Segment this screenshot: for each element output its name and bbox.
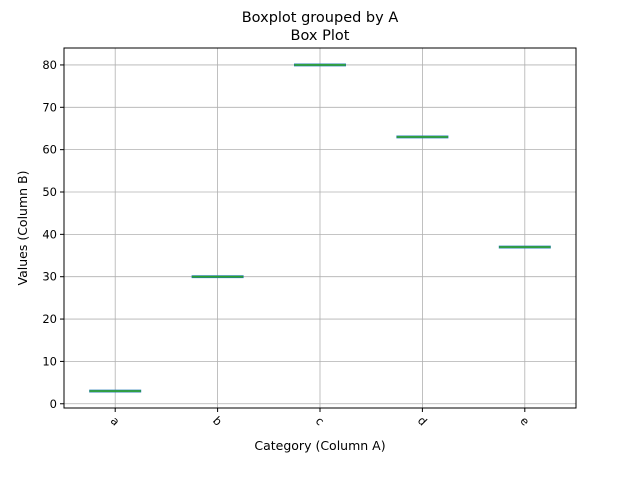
x-tick-label: a: [108, 414, 123, 429]
chart-title: Box Plot: [291, 28, 350, 44]
y-tick-label: 60: [42, 143, 57, 157]
x-tick-label: c: [313, 414, 327, 428]
y-tick-label: 70: [42, 100, 57, 114]
x-tick-label: e: [517, 414, 532, 429]
x-tick-label: b: [210, 413, 225, 428]
y-axis-label: Values (Column B): [15, 171, 30, 286]
y-tick-label: 40: [42, 227, 57, 241]
grid-lines: [64, 48, 576, 408]
y-tick-label: 50: [42, 185, 57, 199]
box-series: [89, 63, 551, 393]
x-axis-label: Category (Column A): [254, 438, 385, 453]
x-axis-ticks: a b c d e: [108, 408, 532, 429]
y-tick-label: 30: [42, 270, 57, 284]
x-tick-label: d: [415, 413, 430, 428]
y-tick-label: 0: [50, 397, 57, 411]
chart-suptitle: Boxplot grouped by A: [242, 10, 399, 26]
y-tick-label: 80: [42, 58, 57, 72]
y-axis-ticks: 0 10 20 30 40 50 60 70 80: [42, 58, 64, 411]
y-tick-label: 10: [42, 354, 57, 368]
y-tick-label: 20: [42, 312, 57, 326]
